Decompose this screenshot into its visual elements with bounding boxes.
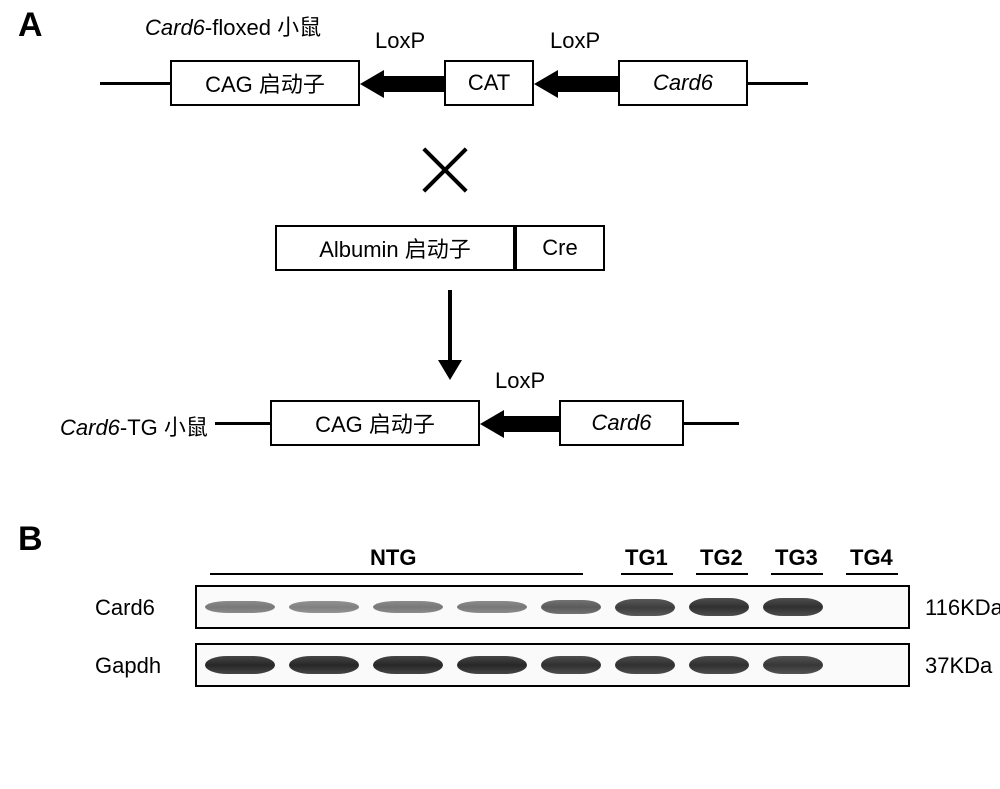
wire <box>748 82 808 85</box>
lane-underline <box>771 573 823 575</box>
floxed-title-suffix: -floxed 小鼠 <box>205 15 321 40</box>
blot-band <box>373 601 443 613</box>
blot-row-card6 <box>195 585 910 629</box>
blot-band <box>689 656 749 674</box>
tg-title-suffix: -TG 小鼠 <box>120 415 208 440</box>
blot-band <box>541 600 601 615</box>
panel-b-blots: NTG TG1 TG2 TG3 TG4 Card6 116KDa Gapdh 3… <box>95 545 965 775</box>
blot-row-label-gapdh: Gapdh <box>95 653 161 679</box>
down-arrow-icon <box>438 290 462 380</box>
arrow-head-icon <box>480 410 504 438</box>
arrow-shaft <box>504 416 559 432</box>
blot-band <box>689 598 749 616</box>
blot-band <box>289 601 359 613</box>
loxp-arrow <box>534 70 618 98</box>
blot-row-gapdh <box>195 643 910 687</box>
loxp-arrow <box>480 410 559 438</box>
tg-title-gene: Card6 <box>60 415 120 440</box>
tg-title: Card6-TG 小鼠 <box>60 410 208 442</box>
lane-underline <box>621 573 673 575</box>
cre-box: Cre <box>515 225 605 271</box>
blot-band <box>615 656 675 674</box>
kda-card6: 116KDa <box>925 595 1000 621</box>
cag-promoter-box-tg: CAG 启动子 <box>270 400 480 446</box>
panel-b-label: B <box>18 520 43 559</box>
floxed-title: Card6-floxed 小鼠 <box>145 10 321 42</box>
blot-band <box>763 598 823 616</box>
kda-gapdh: 37KDa <box>925 653 992 679</box>
arrow-shaft <box>448 290 452 360</box>
blot-row-label-card6: Card6 <box>95 595 155 621</box>
lane-tg3: TG3 <box>775 545 818 571</box>
lane-underline <box>696 573 748 575</box>
cag-promoter-box: CAG 启动子 <box>170 60 360 106</box>
lane-underline <box>210 573 583 575</box>
cat-box: CAT <box>444 60 534 106</box>
blot-band <box>541 656 601 674</box>
arrow-shaft <box>558 76 618 92</box>
lane-tg1: TG1 <box>625 545 668 571</box>
loxp-arrow <box>360 70 444 98</box>
albumin-promoter-box: Albumin 启动子 <box>275 225 515 271</box>
lane-underline <box>846 573 898 575</box>
arrow-head-icon <box>438 360 462 380</box>
blot-band <box>457 601 527 613</box>
arrow-shaft <box>384 76 444 92</box>
wire <box>684 422 739 425</box>
floxed-title-gene: Card6 <box>145 15 205 40</box>
cross-icon <box>415 140 475 200</box>
arrow-head-icon <box>534 70 558 98</box>
blot-band <box>205 656 275 675</box>
wire <box>100 82 170 85</box>
loxp-label: LoxP <box>550 28 600 54</box>
wire <box>215 422 270 425</box>
loxp-label: LoxP <box>495 368 545 394</box>
blot-band <box>289 656 359 675</box>
blot-band <box>615 599 675 616</box>
card6-box-tg: Card6 <box>559 400 684 446</box>
lane-group-ntg: NTG <box>370 545 416 571</box>
blot-band <box>373 656 443 675</box>
blot-band <box>763 656 823 674</box>
blot-band <box>205 601 275 613</box>
loxp-label: LoxP <box>375 28 425 54</box>
panel-a-label: A <box>18 6 43 45</box>
card6-box: Card6 <box>618 60 748 106</box>
panel-a-diagram: Card6-floxed 小鼠 CAG 启动子 LoxP CAT LoxP Ca… <box>60 10 940 480</box>
lane-tg2: TG2 <box>700 545 743 571</box>
blot-band <box>457 656 527 675</box>
lane-tg4: TG4 <box>850 545 893 571</box>
arrow-head-icon <box>360 70 384 98</box>
